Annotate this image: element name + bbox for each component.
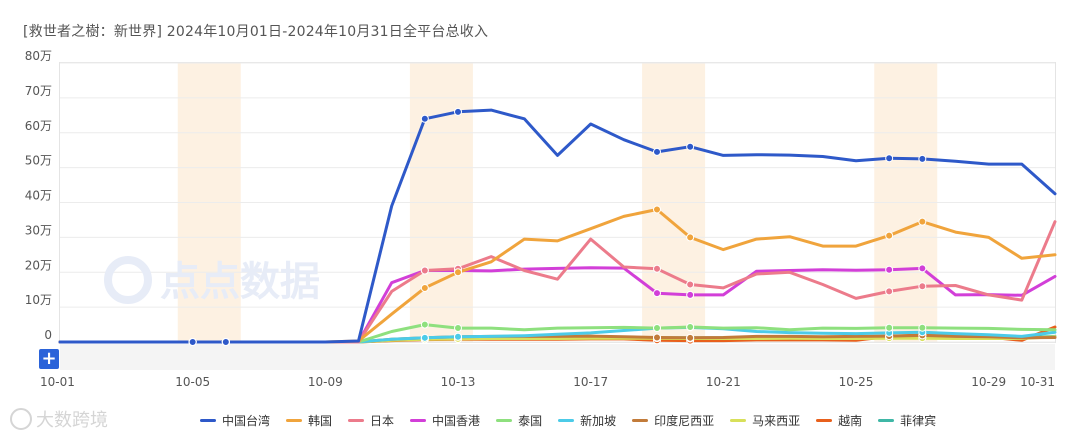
legend-swatch — [816, 419, 833, 422]
series-point-1 — [686, 233, 695, 242]
center-watermark-icon — [104, 256, 152, 304]
x-tick-label: 10-09 — [308, 375, 343, 389]
series-point-6 — [653, 333, 661, 342]
x-tick-label: 10-13 — [441, 375, 476, 389]
y-tick-label: 70万 — [25, 84, 52, 98]
y-tick-label: 30万 — [25, 223, 52, 237]
series-point-2 — [885, 287, 894, 296]
y-tick-label: 0 — [44, 328, 52, 342]
series-point-4 — [885, 323, 894, 332]
legend-item[interactable]: 越南 — [816, 412, 862, 429]
series-point-4 — [420, 320, 429, 329]
legend-swatch — [200, 419, 216, 422]
legend-label: 日本 — [370, 414, 395, 428]
legend-label: 菲律宾 — [900, 414, 937, 428]
legend-item[interactable]: 韩国 — [286, 412, 332, 429]
y-tick-label: 80万 — [25, 49, 52, 63]
y-tick-label: 60万 — [25, 119, 52, 133]
legend-item[interactable]: 中国台湾 — [200, 412, 270, 429]
legend-label: 越南 — [838, 414, 863, 428]
legend-item[interactable]: 泰国 — [496, 412, 542, 429]
legend-item[interactable]: 日本 — [348, 412, 394, 429]
legend-swatch — [286, 419, 303, 422]
series-point-1 — [885, 231, 894, 240]
series-point-0 — [420, 114, 429, 123]
series-point-0 — [454, 107, 462, 116]
legend-swatch — [496, 419, 513, 422]
chart-title: [救世者之樹：新世界] 2024年10月01日-2024年10月31日全平台总收… — [23, 24, 489, 40]
series-point-1 — [653, 205, 661, 214]
legend-swatch — [410, 419, 427, 422]
series-point-4 — [653, 324, 661, 333]
x-tick-label: 10-31 — [1020, 375, 1055, 389]
legend-label: 印度尼西亚 — [654, 414, 715, 428]
series-point-0 — [188, 338, 197, 346]
series-point-2 — [653, 264, 661, 273]
x-tick-label: 10-17 — [573, 375, 608, 389]
y-tick-label: 40万 — [25, 189, 52, 203]
series-point-2 — [686, 280, 695, 289]
series-point-3 — [885, 265, 894, 274]
legend-swatch — [730, 419, 747, 422]
series-point-0 — [221, 338, 230, 346]
legend-item[interactable]: 中国香港 — [410, 412, 480, 429]
legend-swatch — [558, 419, 575, 422]
bottom-watermark: 大数跨境 — [10, 406, 108, 432]
x-tick-label: 10-25 — [839, 375, 874, 389]
chart-legend: 中国台湾 韩国 日本 中国香港 泰国 新加坡 印度尼西亚 马来西亚 越南 菲律宾 — [200, 412, 952, 429]
legend-item[interactable]: 菲律宾 — [878, 412, 936, 429]
watermark-logo-icon — [10, 408, 32, 430]
series-point-4 — [454, 324, 462, 333]
legend-label: 马来西亚 — [752, 414, 801, 428]
series-point-1 — [454, 268, 462, 277]
series-point-5 — [420, 333, 429, 342]
legend-swatch — [348, 419, 365, 422]
legend-swatch — [878, 419, 895, 422]
legend-label: 新加坡 — [580, 414, 617, 428]
legend-item[interactable]: 马来西亚 — [730, 412, 800, 429]
series-point-2 — [918, 282, 927, 291]
series-point-0 — [686, 142, 695, 151]
y-tick-label: 20万 — [25, 258, 52, 272]
x-tick-label: 10-05 — [175, 375, 210, 389]
series-point-6 — [686, 333, 695, 342]
series-point-1 — [918, 217, 927, 226]
x-tick-label: 10-21 — [706, 375, 741, 389]
add-button[interactable]: + — [39, 349, 59, 369]
legend-label: 中国香港 — [432, 414, 481, 428]
series-point-5 — [454, 332, 462, 341]
series-point-4 — [686, 323, 695, 332]
series-point-4 — [918, 323, 927, 332]
x-axis-scroll-band — [60, 344, 1055, 370]
legend-label: 韩国 — [308, 414, 333, 428]
series-point-1 — [420, 283, 429, 292]
series-point-3 — [918, 264, 927, 273]
x-tick-label: 10-29 — [971, 375, 1006, 389]
series-point-0 — [885, 154, 894, 163]
center-watermark-text: 点点数据 — [160, 259, 320, 305]
y-tick-label: 50万 — [25, 154, 52, 168]
watermark-bottom-text: 大数跨境 — [36, 410, 108, 431]
legend-label: 泰国 — [518, 414, 543, 428]
legend-label: 中国台湾 — [222, 414, 271, 428]
series-point-3 — [653, 289, 661, 298]
legend-item[interactable]: 新加坡 — [558, 412, 616, 429]
legend-item[interactable]: 印度尼西亚 — [632, 412, 714, 429]
series-point-0 — [653, 147, 661, 156]
series-point-0 — [918, 154, 927, 163]
y-tick-label: 10万 — [25, 293, 52, 307]
series-point-3 — [686, 290, 695, 299]
x-tick-label: 10-01 — [40, 375, 75, 389]
legend-swatch — [632, 419, 649, 422]
series-point-2 — [420, 266, 429, 275]
